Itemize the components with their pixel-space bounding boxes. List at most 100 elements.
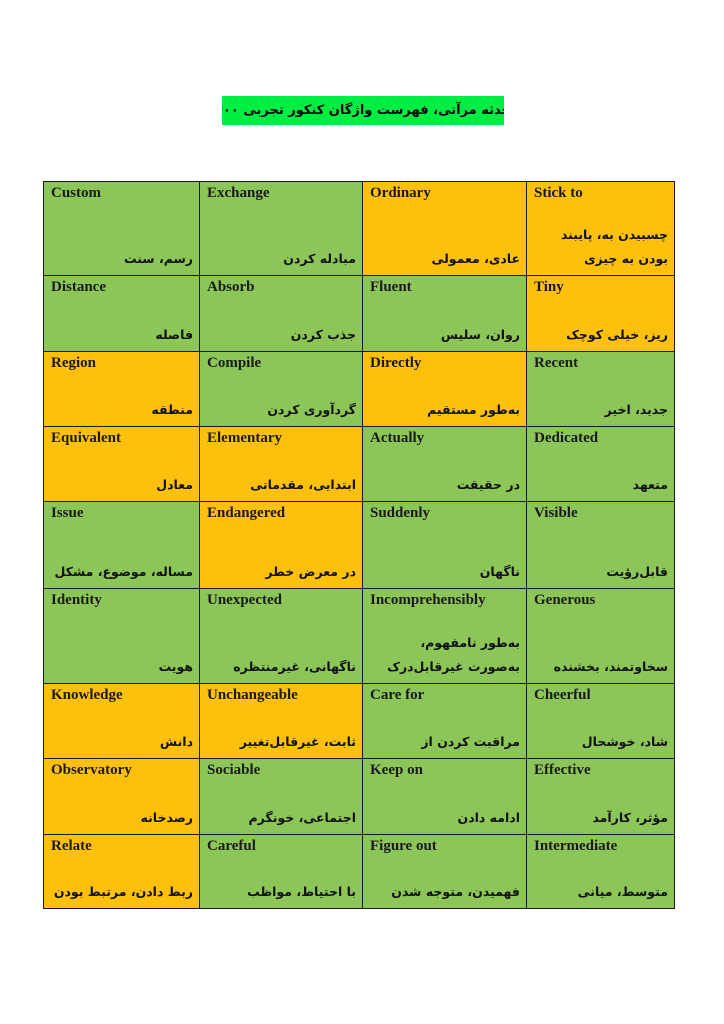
persian-meaning: مساله، موضوع، مشکل	[54, 564, 193, 579]
english-word: Cheerful	[534, 687, 591, 703]
english-word: Visible	[534, 505, 578, 521]
english-word: Knowledge	[51, 687, 123, 703]
vocab-cell: Compile گردآوری کردن	[199, 351, 363, 427]
table-row: Identity هویت Unexpected ناگهانی، غیرمنتظره…	[43, 588, 675, 684]
vocab-cell: Sociable اجتماعی، خونگرم	[199, 758, 363, 835]
page-title: محدثه مرآتی، فهرست واژگان کنکور تجربی ۱۴…	[222, 96, 504, 125]
persian-meaning: مؤثر، کارآمد	[592, 810, 668, 825]
vocab-cell: Careful با احتیاط، مواظب	[199, 834, 363, 909]
vocab-cell: Fluent روان، سلیس	[362, 275, 527, 352]
vocab-cell: Cheerful شاد، خوشحال	[526, 683, 675, 759]
english-word: Careful	[207, 838, 256, 854]
vocab-cell: Endangered در معرض خطر	[199, 501, 363, 589]
vocab-cell: Keep on ادامه دادن	[362, 758, 527, 835]
vocab-cell: Identity هویت	[43, 588, 200, 684]
persian-meaning: ثابت، غیرقابل‌تغییر	[239, 734, 356, 749]
persian-meaning: چسبیدن به، پایبند بودن به چیزی	[560, 227, 668, 266]
persian-meaning: مراقبت کردن از	[421, 734, 520, 749]
vocab-cell: Unchangeable ثابت، غیرقابل‌تغییر	[199, 683, 363, 759]
english-word: Effective	[534, 762, 591, 778]
vocab-cell: Tiny ریز، خیلی کوچک	[526, 275, 675, 352]
table-row: Equivalent معادل Elementary ابتدایی، مقدمات…	[43, 426, 675, 502]
vocab-cell: Issue مساله، موضوع، مشکل	[43, 501, 200, 589]
vocab-cell: Ordinary عادی، معمولی	[362, 181, 527, 276]
vocab-cell: Equivalent معادل	[43, 426, 200, 502]
persian-meaning: متعهد	[632, 477, 668, 492]
vocab-cell: Incomprehensibly به‌طور نامفهوم، به‌صورت …	[362, 588, 527, 684]
english-word: Fluent	[370, 279, 412, 295]
vocab-cell: Knowledge دانش	[43, 683, 200, 759]
english-word: Unchangeable	[207, 687, 298, 703]
vocab-cell: Elementary ابتدایی، مقدماتی	[199, 426, 363, 502]
persian-meaning: دانش	[159, 734, 193, 749]
vocab-cell: Unexpected ناگهانی، غیرمنتظره	[199, 588, 363, 684]
english-word: Tiny	[534, 279, 564, 295]
english-word: Region	[51, 355, 96, 371]
vocab-cell: Intermediate متوسط، میانی	[526, 834, 675, 909]
vocab-cell: Dedicated متعهد	[526, 426, 675, 502]
english-word: Exchange	[207, 185, 270, 201]
persian-meaning: منطقه	[151, 402, 193, 417]
persian-meaning: رسم، سنت	[123, 251, 193, 266]
persian-meaning: مبادله کردن	[283, 251, 356, 266]
persian-meaning: ریز، خیلی کوچک	[566, 327, 668, 342]
persian-meaning: سخاوتمند، بخشنده	[553, 659, 668, 674]
english-word: Figure out	[370, 838, 437, 854]
english-word: Observatory	[51, 762, 132, 778]
table-row: Relate ربط دادن، مرتبط بودن Careful با احتی…	[43, 834, 675, 909]
english-word: Absorb	[207, 279, 255, 295]
persian-meaning: ناگهان	[479, 564, 520, 579]
vocab-cell: Recent جدید، اخیر	[526, 351, 675, 427]
persian-meaning: شاد، خوشحال	[581, 734, 668, 749]
persian-meaning: روان، سلیس	[440, 327, 520, 342]
english-word: Care for	[370, 687, 425, 703]
english-word: Suddenly	[370, 505, 431, 521]
persian-meaning: معادل	[156, 477, 193, 492]
vocabulary-table: Custom رسم، سنت Exchange مبادله کردن Ordinar…	[43, 181, 675, 909]
vocab-cell: Absorb جذب کردن	[199, 275, 363, 352]
vocab-cell: Directly به‌طور مستقیم	[362, 351, 527, 427]
english-word: Intermediate	[534, 838, 618, 854]
english-word: Equivalent	[51, 430, 122, 446]
table-row: Issue مساله، موضوع، مشکل Endangered در معرض…	[43, 501, 675, 589]
persian-meaning: جدید، اخیر	[604, 402, 668, 417]
english-word: Elementary	[207, 430, 282, 446]
table-row: Region منطقه Compile گردآوری کردن Directly به…	[43, 351, 675, 427]
table-row: Knowledge دانش Unchangeable ثابت، غیرقابل‌ت…	[43, 683, 675, 759]
vocab-cell: Effective مؤثر، کارآمد	[526, 758, 675, 835]
persian-meaning: متوسط، میانی	[577, 884, 668, 899]
english-word: Unexpected	[207, 592, 282, 608]
persian-meaning: قابل‌رؤیت	[606, 564, 668, 579]
persian-meaning: اجتماعی، خونگرم	[248, 810, 356, 825]
persian-meaning: عادی، معمولی	[431, 251, 520, 266]
english-word: Relate	[51, 838, 92, 854]
english-word: Actually	[370, 430, 425, 446]
vocab-cell: Relate ربط دادن، مرتبط بودن	[43, 834, 200, 909]
persian-meaning: به‌طور نامفهوم، به‌صورت غیرقابل‌درک	[387, 635, 520, 674]
persian-meaning: با احتیاط، مواظب	[247, 884, 356, 899]
english-word: Generous	[534, 592, 596, 608]
persian-meaning: ناگهانی، غیرمنتظره	[233, 659, 356, 674]
persian-meaning: رصدخانه	[140, 810, 193, 825]
persian-meaning: در حقیقت	[456, 477, 520, 492]
english-word: Recent	[534, 355, 579, 371]
english-word: Ordinary	[370, 185, 431, 201]
persian-meaning: به‌طور مستقیم	[427, 402, 520, 417]
english-word: Distance	[51, 279, 106, 295]
vocab-cell: Region منطقه	[43, 351, 200, 427]
vocab-cell: Visible قابل‌رؤیت	[526, 501, 675, 589]
table-row: Distance فاصله Absorb جذب کردن Fluent روان، س…	[43, 275, 675, 352]
vocab-cell: Actually در حقیقت	[362, 426, 527, 502]
vocab-cell: Exchange مبادله کردن	[199, 181, 363, 276]
english-word: Identity	[51, 592, 102, 608]
english-word: Issue	[51, 505, 84, 521]
vocabulary-table-body: Custom رسم، سنت Exchange مبادله کردن Ordinar…	[43, 181, 675, 909]
persian-meaning: ابتدایی، مقدماتی	[250, 477, 356, 492]
vocab-cell: Generous سخاوتمند، بخشنده	[526, 588, 675, 684]
persian-meaning: در معرض خطر	[265, 564, 356, 579]
english-word: Compile	[207, 355, 262, 371]
persian-meaning: فهمیدن، متوجه شدن	[391, 884, 520, 899]
persian-meaning: ربط دادن، مرتبط بودن	[53, 884, 193, 899]
english-word: Incomprehensibly	[370, 592, 486, 608]
vocab-cell: Figure out فهمیدن، متوجه شدن	[362, 834, 527, 909]
